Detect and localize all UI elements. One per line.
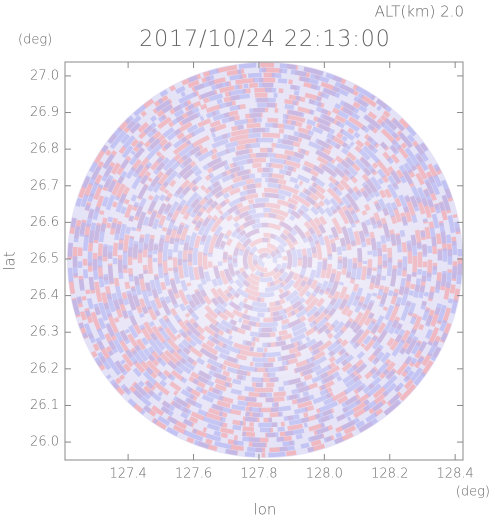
texture-ring [182, 177, 348, 343]
x-tick-label: 127.8 [240, 467, 277, 482]
texture-ring [222, 217, 308, 303]
texture-ring [67, 62, 463, 458]
y-tick-label: 26.4 [30, 288, 59, 303]
texture-ring [217, 212, 313, 308]
texture-ring [122, 117, 408, 403]
y-tick-label: 27.0 [30, 68, 59, 83]
x-unit: (deg) [456, 485, 490, 500]
texture-ring [147, 142, 383, 378]
texture-ring [82, 77, 448, 443]
y-tick-label: 26.7 [30, 178, 59, 193]
texture-ring [137, 132, 393, 388]
texture-ring [252, 247, 278, 273]
x-label: lon [254, 501, 277, 519]
texture-ring [102, 97, 428, 423]
y-label: lat [1, 251, 19, 270]
y-tick-label: 26.9 [30, 105, 59, 120]
texture-ring [222, 217, 308, 303]
texture-ring [202, 197, 328, 323]
texture-ring [172, 167, 358, 353]
texture-ring [112, 107, 418, 413]
x-tick-label: 128.4 [437, 467, 474, 482]
texture-ring [77, 72, 453, 448]
texture-ring [157, 152, 373, 368]
texture-ring [242, 237, 288, 283]
texture-ring [72, 67, 458, 453]
texture-ring [237, 232, 293, 288]
y-tick-label: 26.3 [30, 325, 59, 340]
texture-ring [117, 112, 413, 408]
texture-ring [167, 162, 363, 358]
altitude: ALT(km) 2.0 [375, 3, 464, 21]
texture-ring [197, 192, 333, 328]
texture-ring [127, 122, 403, 398]
texture-ring [257, 252, 273, 268]
texture-ring [237, 232, 293, 288]
plot-frame [64, 61, 464, 461]
y-tick-label: 26.5 [30, 251, 59, 266]
texture-ring [92, 87, 438, 433]
y-tick-label: 26.1 [30, 398, 59, 413]
texture-ring [232, 227, 298, 293]
texture-ring [92, 87, 438, 433]
y-tick-label: 26.2 [30, 361, 59, 376]
texture-ring [192, 187, 338, 333]
texture-ring [212, 207, 318, 313]
y-tick-label: 26.0 [30, 435, 59, 450]
y-tick-label: 26.8 [30, 142, 59, 157]
y-tick-label: 26.6 [30, 215, 59, 230]
texture-ring [247, 242, 283, 278]
x-tick-label: 127.4 [110, 467, 147, 482]
texture-ring [67, 62, 463, 458]
texture-ring [212, 207, 318, 313]
x-tick-label: 128.0 [306, 467, 343, 482]
texture-ring [197, 192, 333, 328]
texture-ring [167, 162, 363, 358]
texture-ring [227, 222, 303, 298]
texture-ring [97, 92, 433, 428]
texture-ring [107, 102, 423, 418]
y-unit: (deg) [18, 33, 52, 48]
texture-ring [247, 242, 283, 278]
texture-ring [127, 122, 403, 398]
texture-ring [177, 172, 353, 348]
texture-ring [182, 177, 348, 343]
texture-ring [132, 127, 398, 393]
texture-ring [207, 202, 323, 318]
texture-ring [192, 187, 338, 333]
radar-disk [67, 62, 463, 458]
texture-ring [142, 137, 388, 383]
texture-ring [252, 247, 278, 273]
texture-ring [162, 157, 368, 363]
texture-ring [217, 212, 313, 308]
x-tick-label: 128.2 [371, 467, 408, 482]
texture-ring [232, 227, 298, 293]
x-tick-label: 127.6 [175, 467, 212, 482]
texture-ring [87, 82, 443, 438]
texture-ring [152, 147, 378, 373]
texture-ring [187, 182, 343, 338]
texture-ring [202, 197, 328, 323]
texture-ring [242, 237, 288, 283]
texture-ring [227, 222, 303, 298]
texture-ring [207, 202, 323, 318]
chart-title: 2017/10/24 22:13:00 [139, 27, 391, 52]
texture-ring [157, 152, 373, 368]
texture-ring [137, 132, 393, 388]
texture-ring [257, 252, 273, 268]
